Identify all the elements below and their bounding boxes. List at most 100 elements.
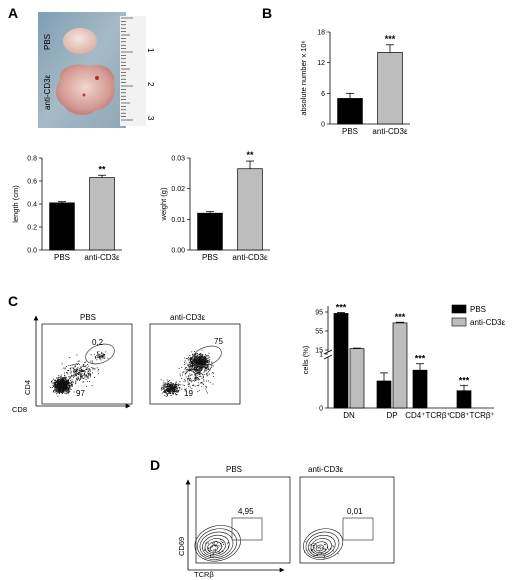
event-dot (201, 361, 203, 363)
event-dot (199, 370, 201, 372)
panel-label-a: A (8, 5, 18, 21)
event-dot (66, 386, 67, 388)
event-dot (202, 368, 204, 370)
event-dot (173, 385, 175, 387)
event-dot (175, 384, 177, 386)
event-dot (61, 391, 62, 393)
event-dot (161, 386, 163, 388)
event-dot (199, 364, 201, 366)
event-dot (75, 378, 77, 380)
event-dot (63, 387, 65, 389)
event-dot (57, 378, 59, 380)
event-dot (73, 372, 75, 374)
event-dot (80, 377, 82, 379)
event-dot (195, 356, 196, 358)
flow-d-anti-cd3-outlier-dot (333, 546, 335, 548)
event-dot (201, 360, 202, 362)
bar-anticd3-1 (392, 322, 408, 409)
event-dot (85, 368, 87, 370)
event-dot (175, 382, 177, 384)
event-dot (196, 360, 198, 362)
event-dot (62, 380, 64, 382)
event-dot (192, 371, 194, 373)
event-dot (190, 357, 192, 359)
event-dot (68, 390, 70, 392)
event-dot (72, 374, 74, 376)
event-dot (191, 356, 193, 358)
event-dot (77, 368, 79, 370)
event-dot (62, 380, 64, 381)
event-dot (51, 387, 53, 388)
event-dot (56, 385, 58, 387)
event-dot (199, 369, 201, 371)
event-dot (164, 390, 166, 392)
significance-marker: ** (98, 164, 106, 174)
event-dot (205, 355, 207, 356)
event-dot (188, 363, 190, 365)
event-dot (187, 383, 189, 385)
event-dot (192, 368, 193, 370)
event-dot (203, 356, 205, 358)
event-dot (79, 375, 81, 376)
ruler-mark-2: 2 (146, 82, 155, 87)
event-dot (57, 387, 59, 389)
flow-c-y-label: CD4 (23, 380, 32, 395)
event-dot (66, 380, 68, 382)
event-dot (64, 388, 66, 390)
event-dot (165, 383, 167, 385)
flow-d-anti-cd3-outlier-dot (324, 548, 326, 550)
event-dot (174, 384, 176, 386)
event-dot (187, 378, 189, 379)
flow-d-pbs-outlier-dot (219, 545, 221, 547)
event-dot (72, 380, 74, 382)
event-dot (58, 382, 60, 383)
bar-pbs-1 (376, 380, 392, 409)
event-dot (189, 368, 191, 370)
event-dot (208, 352, 210, 354)
event-dot (199, 361, 201, 363)
event-dot (54, 385, 56, 387)
event-dot (80, 373, 82, 375)
y-tick-label: 0.8 (27, 156, 37, 163)
event-dot (200, 375, 202, 377)
flow-d-pbs-outlier-dot (209, 547, 211, 549)
event-dot (186, 358, 188, 360)
event-dot (166, 390, 168, 392)
event-dot (191, 357, 193, 358)
event-dot (197, 391, 199, 393)
y-tick-label: 0 (319, 406, 323, 413)
event-dot (83, 370, 85, 372)
event-dot (54, 379, 56, 381)
event-dot (57, 377, 59, 379)
event-dot (60, 392, 62, 393)
event-dot (206, 375, 208, 377)
event-dot (86, 380, 88, 382)
event-dot (70, 376, 72, 378)
event-dot (92, 367, 94, 369)
event-dot (64, 382, 65, 384)
event-dot (63, 386, 65, 388)
event-dot (189, 359, 191, 361)
flow-d-anti-cd3-outlier-dot (332, 550, 334, 552)
event-dot (166, 389, 168, 391)
flow-d-pbs-outlier-dot (211, 543, 213, 545)
event-dot (76, 379, 78, 381)
thymus-photo: PBS anti-CD3ε 1 2 3 (38, 12, 155, 128)
event-dot (194, 360, 196, 362)
event-dot (208, 363, 210, 365)
flow-d-anti-cd3-outlier-dot (311, 550, 313, 551)
flow-d-anti-cd3-outlier-dot (326, 552, 328, 553)
event-dot (75, 375, 77, 376)
event-dot (198, 358, 200, 360)
event-dot (102, 353, 104, 355)
event-dot (165, 392, 167, 394)
event-dot (206, 386, 207, 388)
bar-pbs-3 (456, 390, 472, 409)
event-dot (60, 387, 62, 389)
event-dot (65, 379, 67, 381)
event-dot (184, 357, 186, 359)
event-dot (58, 389, 60, 391)
flow-d-pbs-outlier-dot (206, 542, 208, 544)
event-dot (196, 375, 198, 376)
event-dot (82, 370, 84, 372)
